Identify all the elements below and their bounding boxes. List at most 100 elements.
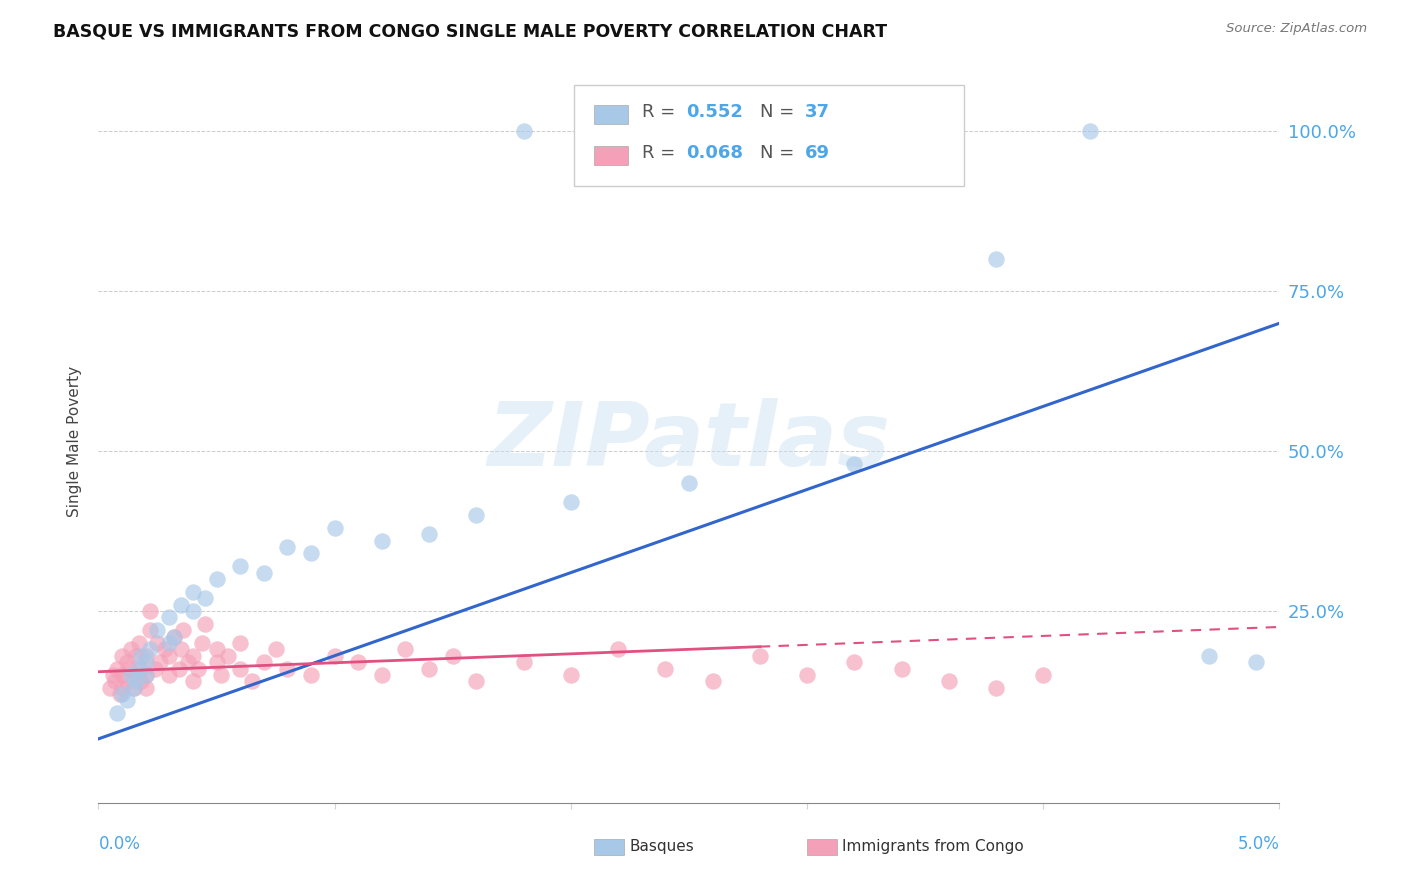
Point [125,668,148,682]
Point [796,668,818,682]
Point [139,604,162,618]
Point [205,572,228,586]
Point [229,636,252,650]
Point [135,668,157,682]
Point [276,661,298,675]
Point [129,661,152,675]
Point [101,668,124,682]
Text: 37: 37 [804,103,830,121]
Point [163,630,186,644]
Point [299,668,322,682]
Point [702,674,724,689]
Point [323,648,346,663]
Point [146,623,169,637]
Text: 0.552: 0.552 [686,103,744,121]
Point [181,674,204,689]
Point [253,566,276,580]
Point [163,630,186,644]
Point [1244,655,1267,669]
Text: N =: N = [759,103,800,121]
Text: R =: R = [641,103,681,121]
Point [181,648,204,663]
Point [938,674,960,689]
Point [194,591,217,606]
Point [371,668,394,682]
Point [299,546,322,560]
Point [217,648,239,663]
Point [125,648,148,663]
Point [135,668,157,682]
Point [115,674,138,689]
Point [115,655,138,669]
Point [654,661,676,675]
Point [984,252,1007,267]
Point [121,642,143,657]
Point [512,655,534,669]
Point [264,642,287,657]
Text: 5.0%: 5.0% [1237,835,1279,854]
Point [229,559,252,574]
Point [105,706,128,721]
Point [177,655,200,669]
Point [205,655,228,669]
Point [371,533,394,548]
Text: 0.0%: 0.0% [98,835,141,854]
Point [157,610,180,624]
Point [1198,648,1220,663]
Point [512,124,534,138]
Point [121,668,143,682]
Text: ZIPatlas: ZIPatlas [488,398,890,485]
FancyBboxPatch shape [575,86,965,186]
Text: R =: R = [641,144,681,161]
Point [153,642,176,657]
Point [465,674,488,689]
Point [748,648,770,663]
Point [844,457,866,471]
FancyBboxPatch shape [595,146,627,165]
Point [172,623,194,637]
Point [844,655,866,669]
Point [394,642,416,657]
Text: N =: N = [759,144,800,161]
Point [181,604,204,618]
Point [253,655,276,669]
Text: 0.068: 0.068 [686,144,744,161]
Text: Immigrants from Congo: Immigrants from Congo [842,838,1024,854]
FancyBboxPatch shape [595,838,624,855]
Point [129,674,152,689]
Point [181,584,204,599]
Point [104,674,127,689]
Point [157,668,180,682]
Text: Source: ZipAtlas.com: Source: ZipAtlas.com [1226,22,1367,36]
Point [111,687,134,701]
Point [229,661,252,675]
Point [748,124,770,138]
Point [607,642,630,657]
Point [128,636,150,650]
Point [129,648,152,663]
Point [157,648,180,663]
Point [209,668,232,682]
Point [560,668,582,682]
Point [194,616,217,631]
Point [984,681,1007,695]
Point [240,674,263,689]
Point [441,648,464,663]
Point [111,668,134,682]
Point [135,648,157,663]
Y-axis label: Single Male Poverty: Single Male Poverty [67,366,83,517]
Point [98,681,121,695]
Point [135,655,157,669]
Point [170,642,193,657]
Point [205,642,228,657]
Point [276,540,298,554]
Point [108,687,131,701]
Point [191,636,214,650]
Point [122,681,145,695]
Point [139,623,162,637]
Text: 69: 69 [804,144,830,161]
Point [418,527,440,541]
Point [323,521,346,535]
Point [135,681,157,695]
Point [167,661,190,675]
